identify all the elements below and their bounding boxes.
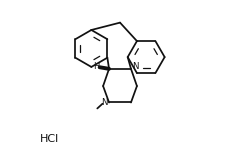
Text: H: H bbox=[93, 62, 99, 71]
Text: N: N bbox=[132, 62, 138, 71]
Text: HCl: HCl bbox=[40, 134, 59, 143]
Text: N: N bbox=[101, 98, 108, 107]
